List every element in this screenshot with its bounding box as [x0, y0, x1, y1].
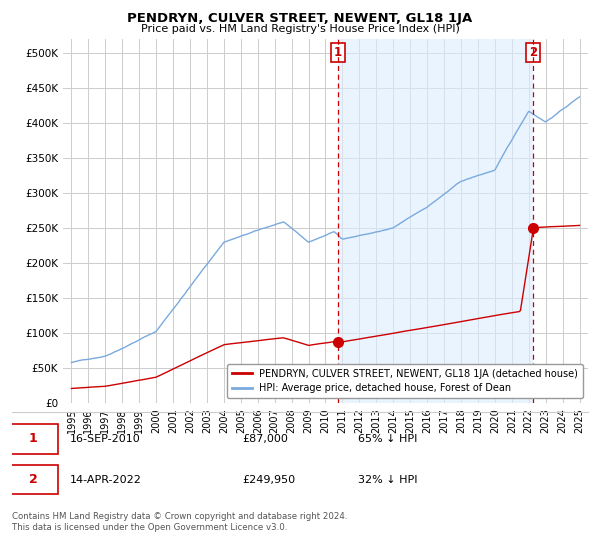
Text: Price paid vs. HM Land Registry's House Price Index (HPI): Price paid vs. HM Land Registry's House …	[140, 24, 460, 34]
Text: PENDRYN, CULVER STREET, NEWENT, GL18 1JA: PENDRYN, CULVER STREET, NEWENT, GL18 1JA	[127, 12, 473, 25]
Text: 16-SEP-2010: 16-SEP-2010	[70, 434, 140, 444]
FancyBboxPatch shape	[9, 424, 58, 454]
Text: 1: 1	[334, 46, 342, 59]
FancyBboxPatch shape	[9, 465, 58, 494]
Text: 14-APR-2022: 14-APR-2022	[70, 475, 142, 485]
Bar	[338, 39, 533, 403]
Text: 2: 2	[529, 46, 538, 59]
Text: 1: 1	[29, 432, 38, 445]
Text: Contains HM Land Registry data © Crown copyright and database right 2024.
This d: Contains HM Land Registry data © Crown c…	[12, 512, 347, 532]
Text: £87,000: £87,000	[242, 434, 288, 444]
Text: 65% ↓ HPI: 65% ↓ HPI	[358, 434, 417, 444]
Text: 2: 2	[29, 473, 38, 486]
Legend: PENDRYN, CULVER STREET, NEWENT, GL18 1JA (detached house), HPI: Average price, d: PENDRYN, CULVER STREET, NEWENT, GL18 1JA…	[227, 364, 583, 398]
Text: 32% ↓ HPI: 32% ↓ HPI	[358, 475, 417, 485]
Text: £249,950: £249,950	[242, 475, 296, 485]
